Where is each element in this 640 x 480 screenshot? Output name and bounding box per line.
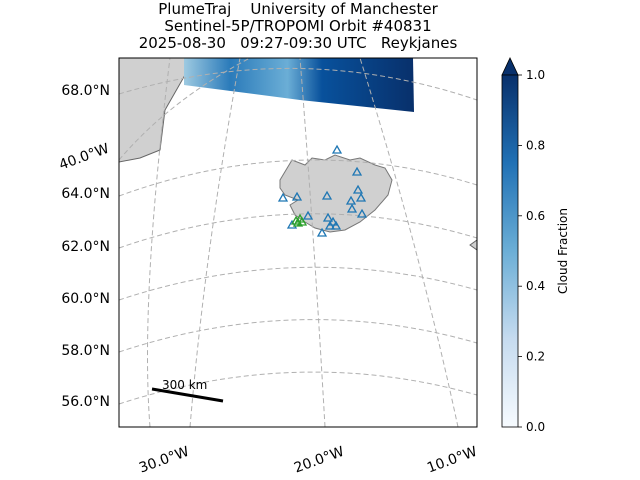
- volcano-marker: [302, 210, 314, 220]
- scale-bar-label: 300 km: [162, 378, 207, 392]
- grid-line: [119, 58, 251, 161]
- lat-label: 58.0°N: [61, 343, 110, 359]
- volcano-marker: [290, 215, 302, 225]
- ocean: [119, 58, 477, 427]
- volcano-marker: [322, 212, 334, 222]
- volcano-marker: [324, 220, 336, 230]
- volcano-marker: [330, 220, 342, 230]
- volcano-marker: [345, 195, 357, 205]
- lat-label: 60.0°N: [61, 291, 110, 307]
- lon-label: 40.0°W: [57, 141, 111, 174]
- lon-label: 20.0°W: [292, 444, 346, 477]
- cloud-swath: [184, 58, 414, 112]
- title-line: PlumeTraj University of Manchester: [158, 0, 438, 18]
- volcano-marker: [355, 192, 367, 202]
- scale-bar: [151, 387, 224, 403]
- colorbar-extend: [501, 57, 519, 76]
- volcano-marker: [346, 203, 358, 213]
- map-frame: [118, 57, 478, 428]
- volcano-marker: [316, 227, 328, 237]
- volcano-markers: [277, 144, 368, 237]
- volcano-marker: [356, 208, 368, 218]
- volcano-marker: [321, 190, 333, 200]
- colorbar-tick-label: 0.0: [526, 420, 545, 434]
- grid-line: [147, 58, 171, 427]
- land: [469, 239, 477, 251]
- volcano-marker: [331, 144, 343, 154]
- volcano-marker: [277, 192, 289, 202]
- lat-label: 68.0°N: [61, 83, 110, 99]
- volcano-marker: [296, 216, 308, 226]
- colorbar-tick-label: 0.2: [526, 350, 545, 364]
- colorbar-tick-label: 0.8: [526, 138, 545, 152]
- lat-label: 64.0°N: [61, 186, 110, 202]
- lat-label: 62.0°N: [61, 239, 110, 255]
- colorbar-tick-label: 0.6: [526, 209, 545, 223]
- lat-label: 56.0°N: [61, 394, 110, 410]
- title-line: Sentinel-5P/TROPOMI Orbit #40831: [164, 17, 431, 35]
- grid-line: [359, 58, 459, 427]
- lon-label: 30.0°W: [137, 444, 191, 477]
- lon-label: 10.0°W: [425, 444, 479, 477]
- colorbar-tick-label: 0.4: [526, 279, 545, 293]
- grid-line: [119, 266, 477, 301]
- volcano-marker: [327, 216, 339, 226]
- title-line: 2025-08-30 09:27-09:30 UTC Reykjanes: [139, 34, 458, 52]
- colorbar-tick-label: 1.0: [526, 68, 545, 82]
- colorbar-bar: [501, 74, 519, 428]
- volcano-marker: [351, 166, 363, 176]
- colorbar: Cloud Fraction 0.0 0.2 0.4 0.6 0.8 1.0: [501, 57, 570, 434]
- grid-line: [119, 319, 477, 353]
- map-area: 300 km: [119, 58, 477, 427]
- grid-line: [119, 159, 477, 197]
- volcano-marker: [352, 184, 364, 194]
- colorbar-label: Cloud Fraction: [556, 208, 570, 294]
- volcano-marker: [291, 191, 303, 201]
- grid-line: [189, 58, 241, 427]
- grid-line: [119, 213, 477, 249]
